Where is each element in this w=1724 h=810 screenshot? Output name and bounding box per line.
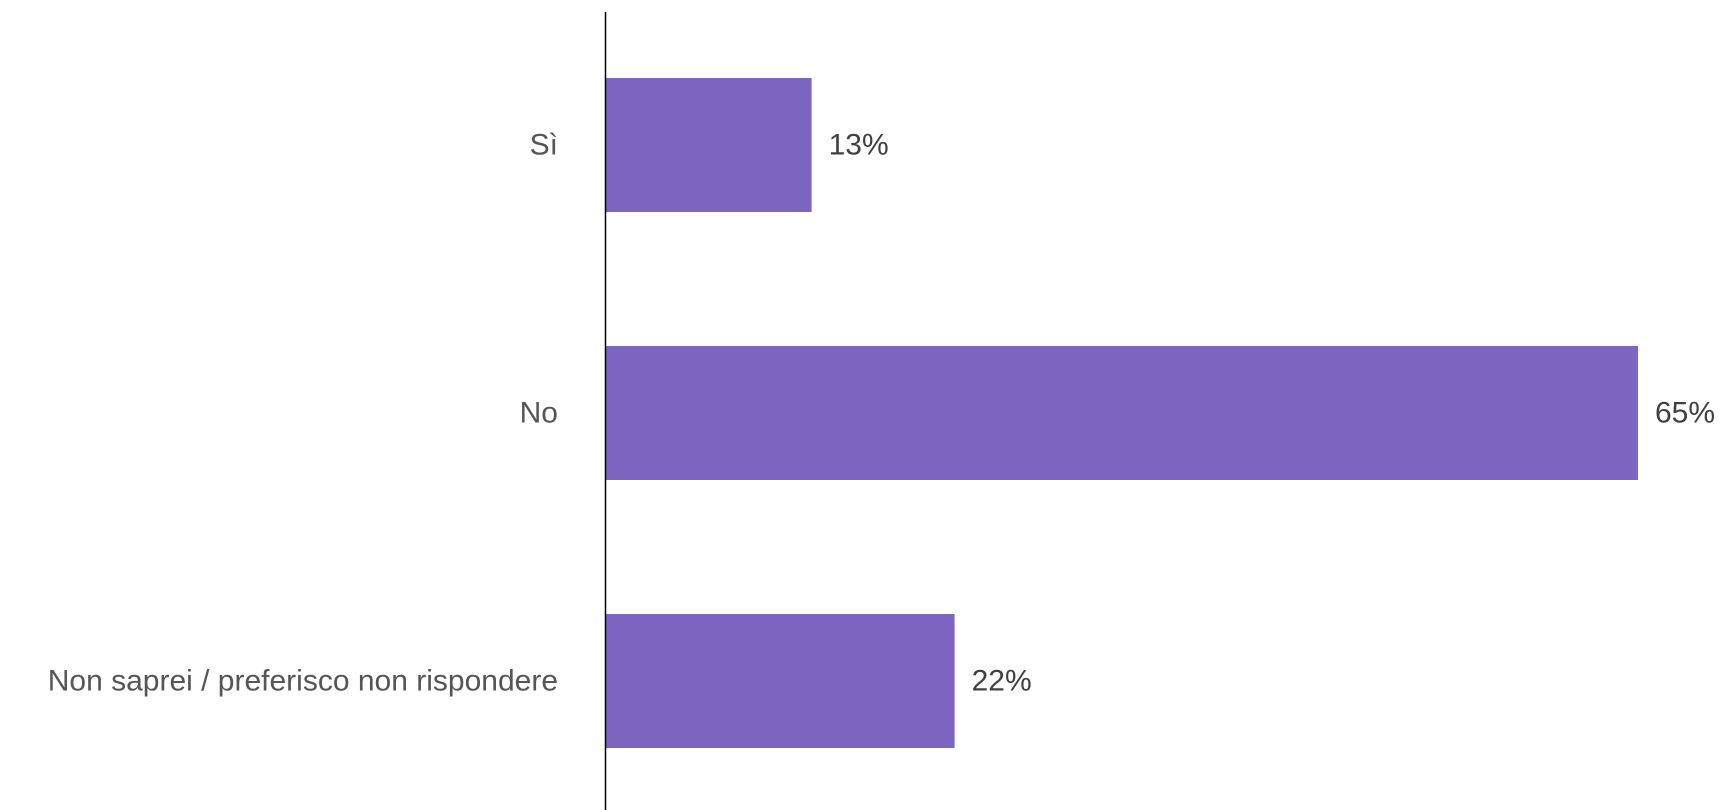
value-label: 65%: [1655, 397, 1715, 430]
labels-layer: Sì 13% No 65% Non saprei / preferisco non ri…: [48, 129, 1715, 698]
bars-layer: [605, 78, 1638, 748]
bar-2: [605, 614, 955, 748]
category-label: Non saprei / preferisco non rispondere: [48, 665, 558, 698]
value-label: 13%: [829, 129, 889, 162]
category-label: No: [520, 397, 558, 430]
category-label: Sì: [530, 129, 558, 162]
bar-1: [605, 346, 1638, 480]
value-label: 22%: [972, 665, 1032, 698]
bar-0: [605, 78, 812, 212]
